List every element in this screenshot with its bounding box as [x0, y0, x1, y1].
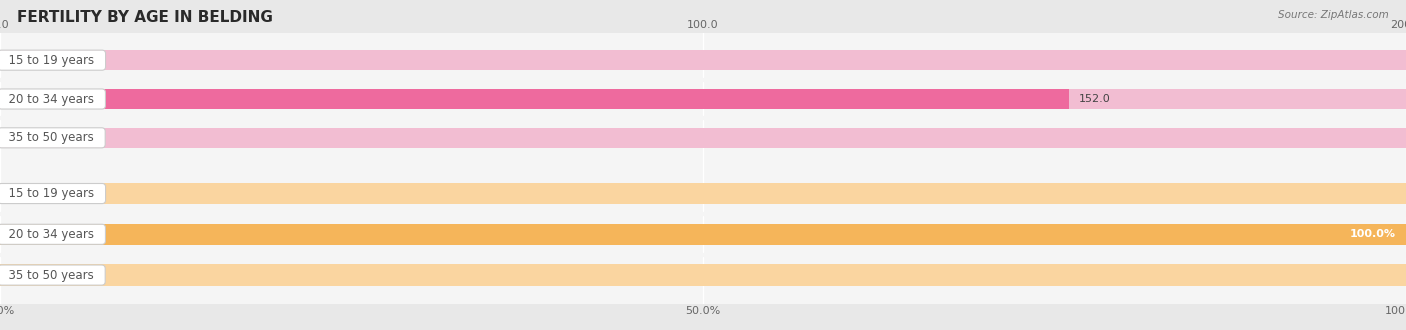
Text: 35 to 50 years: 35 to 50 years: [1, 269, 101, 281]
Text: 0.0: 0.0: [10, 133, 28, 143]
Bar: [0, 89, 1406, 109]
Text: 0.0%: 0.0%: [10, 188, 38, 199]
Bar: [0, 50, 1406, 70]
Bar: [0, 224, 1406, 245]
Text: 0.0%: 0.0%: [10, 270, 38, 280]
Bar: [0, 128, 1406, 148]
Bar: [0, 264, 1406, 286]
Text: 15 to 19 years: 15 to 19 years: [1, 187, 103, 200]
Text: 0.0: 0.0: [10, 55, 28, 65]
Bar: [0, 224, 1406, 245]
Text: FERTILITY BY AGE IN BELDING: FERTILITY BY AGE IN BELDING: [17, 10, 273, 25]
Text: 20 to 34 years: 20 to 34 years: [1, 228, 101, 241]
Text: 100.0%: 100.0%: [1350, 229, 1396, 239]
Text: 35 to 50 years: 35 to 50 years: [1, 131, 101, 144]
Text: Source: ZipAtlas.com: Source: ZipAtlas.com: [1278, 10, 1389, 20]
Text: 20 to 34 years: 20 to 34 years: [1, 92, 101, 106]
Text: 15 to 19 years: 15 to 19 years: [1, 54, 103, 67]
Text: 152.0: 152.0: [1078, 94, 1111, 104]
Bar: [0, 183, 1406, 204]
Bar: [0, 89, 1069, 109]
